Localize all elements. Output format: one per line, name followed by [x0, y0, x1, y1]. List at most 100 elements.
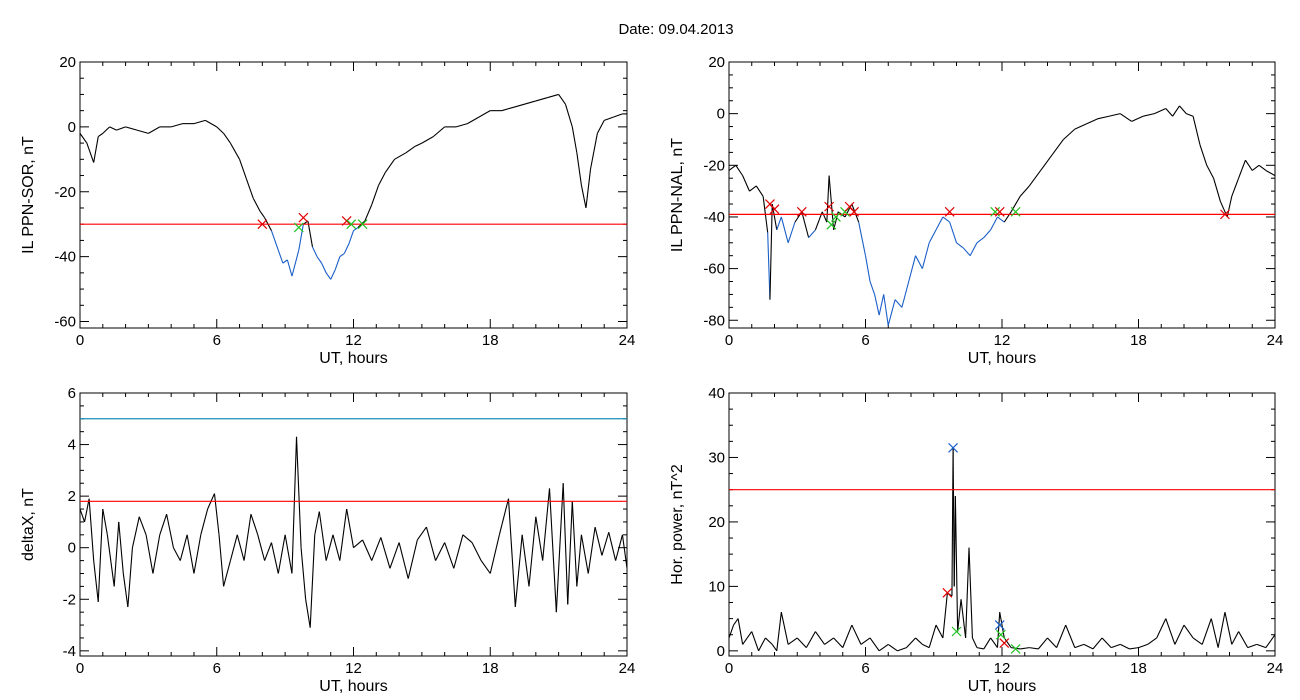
plot-frame	[79, 392, 628, 657]
cross-stroke	[1010, 206, 1021, 217]
data-segment	[1119, 113, 1132, 122]
data-segment	[1251, 164, 1260, 171]
cross-marker-green	[1010, 206, 1021, 217]
data-segment	[787, 221, 796, 243]
data-segment	[887, 299, 896, 326]
data-segment	[252, 197, 261, 212]
data-segment	[1183, 624, 1194, 639]
y-tick-label: -40	[703, 209, 725, 226]
data-segment	[564, 104, 573, 128]
data-segment	[213, 493, 220, 535]
data-segment	[223, 560, 231, 587]
x-axis-label: UT, hours	[319, 678, 387, 695]
data-segment	[425, 526, 437, 561]
data-segment	[735, 164, 744, 176]
data-segment	[1213, 178, 1221, 202]
data-segment	[921, 242, 930, 269]
x-axis-label: UT, hours	[319, 350, 387, 367]
data-segment	[815, 631, 825, 645]
y-tick-label: 4	[68, 437, 76, 454]
data-segment	[145, 534, 154, 574]
data-series	[80, 93, 627, 280]
data-segment	[915, 255, 923, 269]
data-segment	[1154, 107, 1167, 115]
cross-marker-red	[849, 206, 860, 217]
data-segment	[394, 152, 407, 160]
y-tick-label: 0	[717, 643, 725, 660]
data-segment	[942, 216, 951, 223]
y-tick-label: 2	[68, 488, 76, 505]
data-segment	[277, 249, 284, 264]
data-segment	[378, 172, 386, 186]
cross-marker-red	[824, 201, 835, 212]
data-segment	[1199, 144, 1208, 166]
data-segment	[321, 262, 327, 274]
cross-stroke	[796, 206, 807, 217]
data-segment	[102, 508, 108, 535]
cross-stroke	[849, 206, 860, 217]
data-segment	[535, 97, 548, 102]
data-segment	[771, 644, 778, 652]
cross-stroke	[346, 219, 357, 230]
y-tick-label: 20	[708, 514, 725, 531]
data-segment	[997, 216, 1005, 223]
data-segment	[990, 216, 998, 231]
cross-stroke	[257, 219, 268, 230]
x-axis-label: UT, hours	[968, 678, 1036, 695]
data-segment	[102, 126, 111, 134]
data-segment	[962, 247, 971, 257]
data-segment	[587, 526, 596, 574]
data-segment	[1120, 643, 1130, 650]
data-series	[729, 447, 1275, 652]
data-segment	[1156, 618, 1167, 639]
cross-stroke	[994, 620, 1005, 630]
data-segment	[576, 534, 582, 587]
data-segment	[562, 483, 569, 605]
cross-stroke	[765, 199, 775, 209]
data-segment	[874, 294, 880, 316]
y-tick-label: -60	[54, 314, 76, 331]
data-segment	[348, 230, 355, 244]
data-segment	[824, 637, 834, 645]
data-segment	[80, 508, 86, 523]
data-segment	[1165, 618, 1176, 645]
cross-marker-green	[826, 219, 837, 230]
data-segment	[983, 229, 992, 238]
figure-title: Date: 09.04.2013	[618, 21, 733, 38]
cross-stroke	[769, 204, 780, 215]
data-segment	[585, 168, 592, 209]
data-segment	[1186, 113, 1194, 117]
data-segment	[601, 532, 610, 556]
data-segment	[542, 488, 551, 561]
data-segment	[353, 539, 363, 549]
data-segment	[380, 537, 391, 569]
x-tick-label: 6	[213, 660, 221, 677]
data-segment	[1179, 105, 1187, 115]
data-segment	[1097, 115, 1110, 120]
data-segment	[883, 294, 889, 326]
data-segment	[314, 511, 320, 535]
data-segment	[733, 618, 739, 626]
data-segment	[339, 508, 348, 561]
y-tick-label: 30	[708, 449, 725, 466]
data-segment	[751, 631, 760, 652]
cross-stroke	[951, 626, 962, 637]
data-segment	[277, 534, 286, 574]
data-segment	[218, 534, 225, 587]
data-segment	[776, 216, 782, 231]
data-segment	[1101, 637, 1112, 648]
data-segment	[621, 534, 627, 569]
y-tick-label: 0	[717, 106, 725, 123]
cross-stroke	[990, 206, 1001, 217]
data-segment	[589, 133, 598, 170]
data-segment	[325, 534, 334, 561]
data-segment	[521, 534, 530, 587]
data-segment	[421, 136, 434, 144]
data-segment	[489, 534, 500, 574]
data-segment	[1051, 139, 1064, 156]
plot-frame	[79, 61, 628, 329]
cross-stroke	[831, 212, 841, 222]
data-segment	[118, 521, 124, 574]
chart-panel-deltax: 0 6 12 18 24 6 4 2 0 -2 -4 UT, hours deltaX, nT	[20, 385, 635, 695]
data-segment	[887, 643, 898, 652]
